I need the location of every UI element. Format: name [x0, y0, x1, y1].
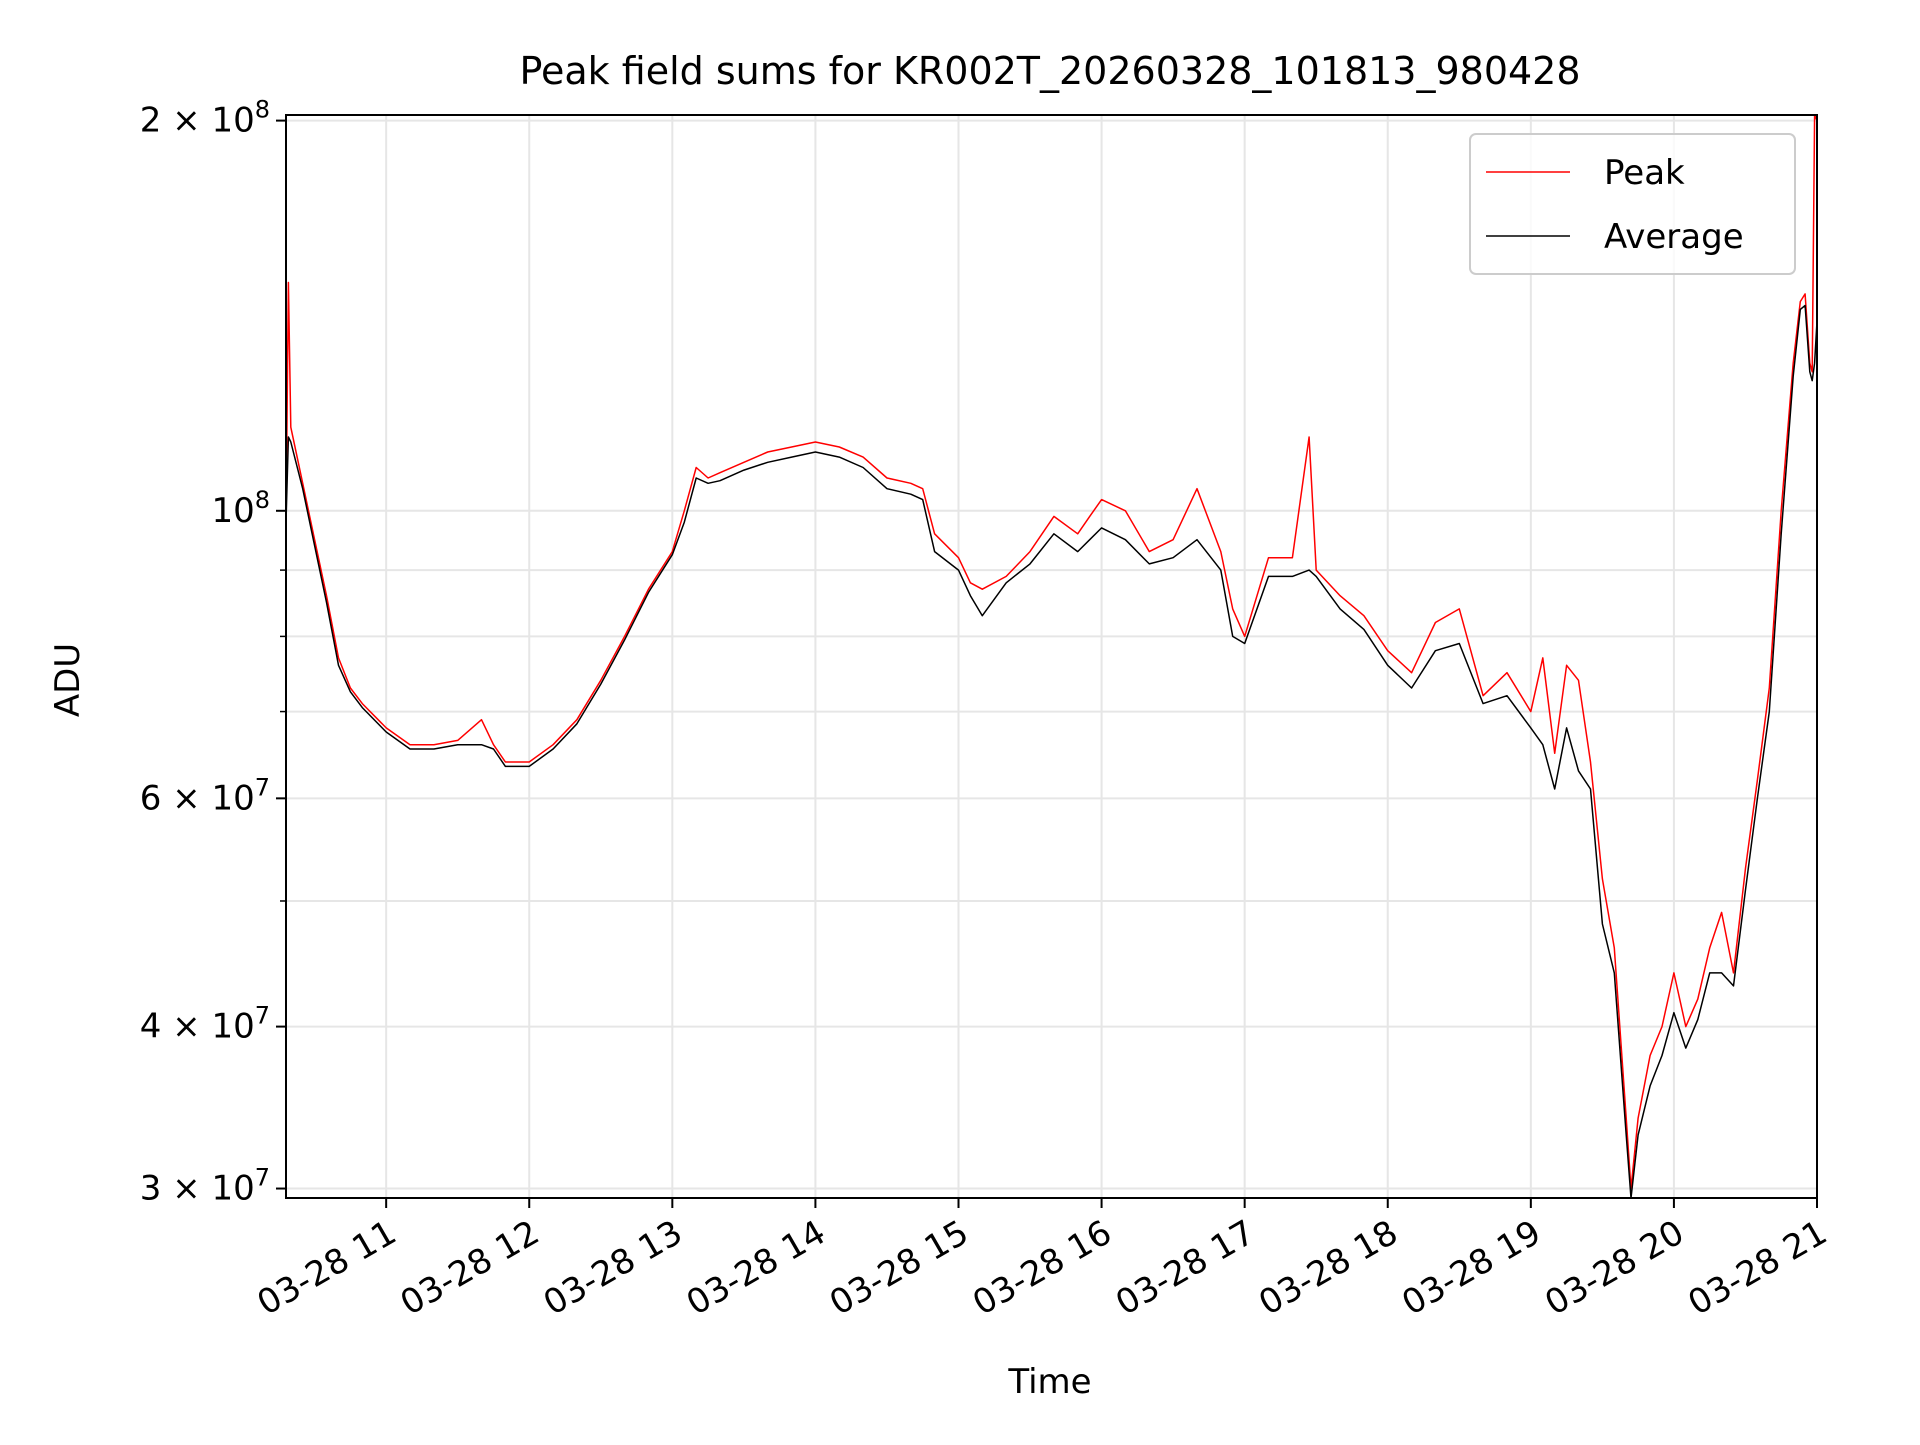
- legend-label-peak: Peak: [1604, 153, 1685, 193]
- chart-title: Peak field sums for KR002T_20260328_1018…: [519, 49, 1580, 93]
- plot-area-frame: [285, 114, 1818, 1199]
- x-axis-label: Time: [1007, 1362, 1091, 1402]
- y-tick-label: 108: [211, 486, 270, 531]
- plot-series: [286, 115, 1817, 1198]
- y-tick-label: 2 × 108: [140, 96, 270, 141]
- legend-box: [1469, 133, 1796, 275]
- y-tick-label: 3 × 107: [140, 1164, 270, 1209]
- y-tick-label: 4 × 107: [140, 1002, 270, 1047]
- legend-label-average: Average: [1604, 217, 1744, 257]
- series-line-average: [286, 304, 1817, 1198]
- series-line-peak: [286, 115, 1817, 1190]
- grid-lines: [286, 115, 1817, 1198]
- y-axis-label: ADU: [48, 643, 88, 717]
- legend: Peak Average: [1469, 133, 1796, 275]
- y-tick-label: 6 × 107: [140, 773, 270, 818]
